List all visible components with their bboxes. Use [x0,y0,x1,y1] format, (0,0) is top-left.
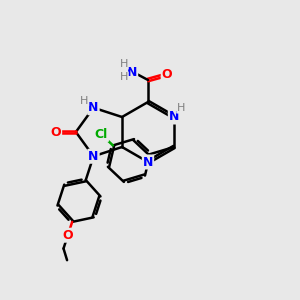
Text: H: H [177,103,185,113]
Text: N: N [88,101,99,114]
Text: H: H [120,72,128,82]
Text: H: H [80,96,89,106]
Text: N: N [88,150,99,163]
Text: O: O [162,68,172,80]
Text: O: O [50,125,61,139]
Text: Cl: Cl [95,128,108,141]
Text: N: N [169,110,179,124]
Text: O: O [62,229,73,242]
Text: N: N [127,65,137,79]
Text: N: N [143,155,153,169]
Text: H: H [120,59,128,69]
